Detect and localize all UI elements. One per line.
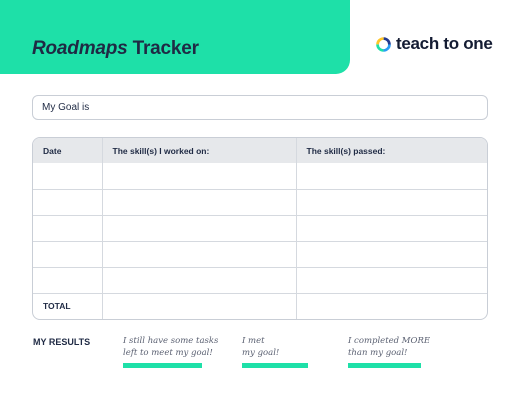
worked-on-cell[interactable] bbox=[101, 240, 297, 268]
result-option-underline bbox=[242, 363, 308, 368]
table-header-row: Date The skill(s) I worked on: The skill… bbox=[33, 138, 487, 163]
result-option-met[interactable]: I met my goal! bbox=[242, 335, 308, 368]
date-cell[interactable] bbox=[33, 240, 103, 268]
table-row bbox=[33, 163, 487, 190]
goal-field[interactable]: My Goal is bbox=[32, 95, 488, 120]
passed-cell[interactable] bbox=[295, 266, 487, 294]
page-title-rest: Tracker bbox=[127, 38, 199, 59]
result-option-underline bbox=[348, 363, 421, 368]
passed-cell[interactable] bbox=[295, 163, 487, 190]
total-row: TOTAL bbox=[33, 292, 487, 319]
table-row bbox=[33, 240, 487, 268]
column-header-worked-on: The skill(s) I worked on: bbox=[101, 138, 297, 163]
results-label: MY RESULTS bbox=[33, 337, 91, 347]
total-worked-on-cell[interactable] bbox=[101, 292, 297, 319]
worked-on-cell[interactable] bbox=[101, 266, 297, 294]
table-row bbox=[33, 214, 487, 242]
tracker-table: Date The skill(s) I worked on: The skill… bbox=[32, 137, 488, 320]
column-header-date: Date bbox=[33, 138, 103, 163]
date-cell[interactable] bbox=[33, 188, 103, 216]
brand-logo: teach to one bbox=[375, 34, 493, 54]
column-header-passed: The skill(s) passed: bbox=[295, 138, 487, 163]
passed-cell[interactable] bbox=[295, 214, 487, 242]
worked-on-cell[interactable] bbox=[101, 188, 297, 216]
result-option-text: I completed MORE than my goal! bbox=[348, 336, 431, 358]
result-option-underline bbox=[123, 363, 202, 368]
ring-logo-icon bbox=[376, 36, 391, 52]
result-option-exceeded[interactable]: I completed MORE than my goal! bbox=[348, 335, 431, 368]
passed-cell[interactable] bbox=[295, 240, 487, 268]
table-row bbox=[33, 266, 487, 294]
date-cell[interactable] bbox=[33, 266, 103, 294]
brand-name: teach to one bbox=[396, 34, 493, 53]
worked-on-cell[interactable] bbox=[101, 163, 297, 190]
result-option-text: I met my goal! bbox=[242, 336, 280, 358]
result-option-not-met[interactable]: I still have some tasks left to meet my … bbox=[123, 335, 219, 368]
total-passed-cell[interactable] bbox=[295, 292, 487, 319]
total-label: TOTAL bbox=[33, 292, 103, 319]
date-cell[interactable] bbox=[33, 214, 103, 242]
date-cell[interactable] bbox=[33, 163, 103, 190]
result-option-text: I still have some tasks left to meet my … bbox=[123, 336, 219, 358]
page-title: Roadmaps Tracker bbox=[32, 38, 199, 60]
passed-cell[interactable] bbox=[295, 188, 487, 216]
table-row bbox=[33, 188, 487, 216]
goal-label: My Goal is bbox=[42, 102, 90, 113]
worked-on-cell[interactable] bbox=[101, 214, 297, 242]
header-band bbox=[0, 0, 350, 74]
page-title-italic: Roadmaps bbox=[32, 38, 128, 59]
